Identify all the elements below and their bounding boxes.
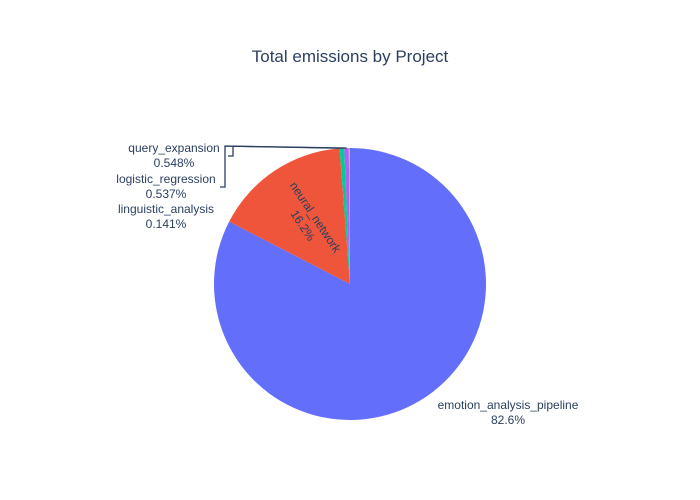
label-emotion-analysis-pipeline: emotion_analysis_pipeline 82.6% <box>438 398 579 427</box>
pie-slices <box>214 148 487 420</box>
slice-linguistic-analysis[interactable] <box>348 148 350 284</box>
leader-line-logistic-regression <box>220 145 347 188</box>
slice-label: query_expansion <box>128 141 219 155</box>
slice-logistic-regression[interactable] <box>344 148 350 284</box>
slice-emotion-analysis-pipeline[interactable] <box>214 148 487 420</box>
slice-label: linguistic_analysis <box>118 202 214 216</box>
label-logistic-regression: logistic_regression 0.537% <box>116 172 215 201</box>
label-linguistic-analysis: linguistic_analysis 0.141% <box>118 202 214 231</box>
slice-query-expansion[interactable] <box>339 148 350 284</box>
chart-title: Total emissions by Project <box>252 47 449 66</box>
slice-percent: 0.537% <box>146 187 187 201</box>
slice-percent: 82.6% <box>491 413 525 427</box>
slice-percent: 0.548% <box>154 156 195 170</box>
label-query-expansion: query_expansion 0.548% <box>128 141 219 170</box>
slice-neural-network[interactable] <box>229 148 350 284</box>
slice-label: emotion_analysis_pipeline <box>438 398 579 412</box>
slice-percent: 0.141% <box>146 217 187 231</box>
slice-label: logistic_regression <box>116 172 215 186</box>
